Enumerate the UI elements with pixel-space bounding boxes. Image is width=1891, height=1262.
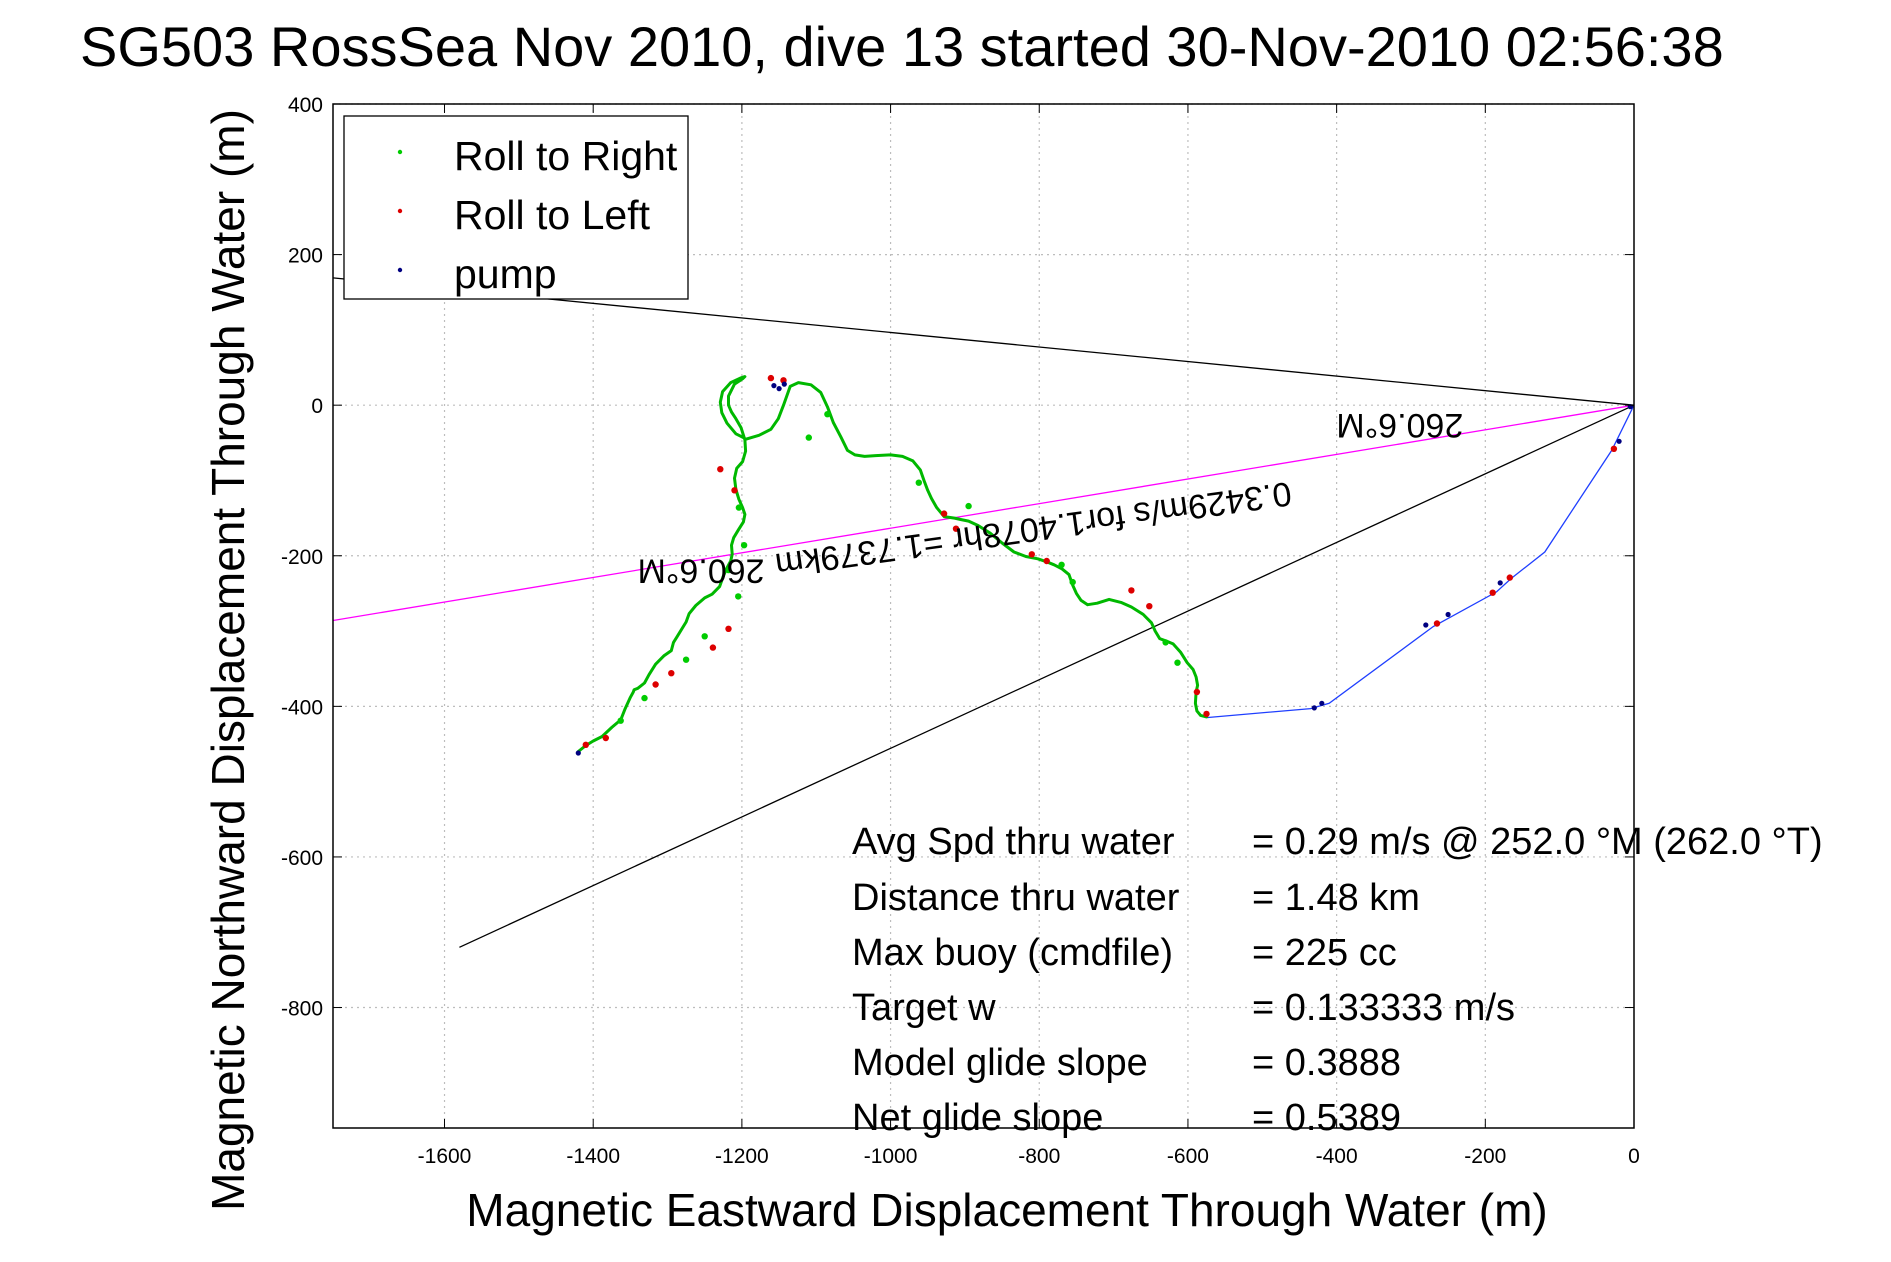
tick-marks [333, 103, 1635, 1128]
plot-annotation: 260.6°M [637, 552, 764, 590]
y-tick-label: 200 [288, 245, 323, 268]
data-point-roll-to-left [709, 644, 717, 651]
data-point-roll-to-left [602, 734, 609, 742]
y-tick-label: -200 [281, 546, 323, 569]
stat-value-avg-speed: = 0.29 m/s @ 252.0 °M (262.0 °T) [1252, 821, 1823, 863]
data-point-roll-to-left [1193, 688, 1201, 696]
series-line-bound-lower [459, 404, 1634, 948]
data-point-roll-to-left [1128, 587, 1135, 594]
y-tick-labels: 400 200 0 -200 -400 -600 -800 [281, 94, 323, 1021]
data-point-roll-to-left [1506, 574, 1514, 581]
data-point-roll-to-left [731, 487, 738, 494]
stat-label-net-glide: Net glide slope [852, 1097, 1103, 1139]
legend-label-pump: pump [454, 251, 557, 297]
data-point-pump [1319, 700, 1325, 706]
data-point-roll-to-left [1433, 620, 1441, 627]
data-point-roll-to-right [915, 479, 922, 486]
data-point-roll-to-right [824, 411, 831, 418]
x-tick-label: -200 [1464, 1145, 1506, 1168]
x-tick-label: -1200 [715, 1145, 769, 1168]
stats-block: Avg Spd thru water = 0.29 m/s @ 252.0 °M… [852, 821, 1823, 1139]
x-axis-label: Magnetic Eastward Displacement Through W… [466, 1184, 1547, 1236]
data-point-pump [1445, 611, 1451, 618]
series-line-track [1206, 404, 1634, 719]
y-tick-label: 400 [288, 94, 323, 117]
data-point-roll-to-right [1069, 578, 1076, 586]
data-point-roll-to-right [617, 717, 624, 724]
stat-label-distance: Distance thru water [852, 877, 1180, 919]
x-tick-label: -1400 [566, 1145, 620, 1168]
data-point-roll-to-left [952, 525, 960, 532]
data-point-roll-to-right [735, 504, 743, 511]
data-point-pump [1616, 438, 1622, 444]
x-tick-label: -400 [1316, 1145, 1358, 1168]
x-tick-label: -1600 [418, 1145, 472, 1168]
data-point-roll-to-left [717, 466, 724, 473]
data-point-roll-to-right [1174, 659, 1181, 666]
data-point-pump [1497, 580, 1503, 586]
data-point-pump [781, 381, 787, 387]
plot-annotation: 260.6°M [1336, 406, 1463, 444]
data-point-roll-to-left [1028, 551, 1036, 558]
stat-value-net-glide: = 0.5389 [1252, 1097, 1401, 1139]
data-point-roll-to-right [740, 542, 748, 549]
stat-value-max-buoy: = 225 cc [1252, 932, 1397, 974]
data-point-roll-to-right [725, 566, 732, 574]
x-tick-labels: -1600 -1400 -1200 -1000 -800 -600 -400 -200 0 [418, 1145, 1640, 1168]
y-tick-label: 0 [311, 395, 323, 418]
data-point-roll-to-left [1043, 557, 1050, 565]
data-point-roll-to-left [582, 741, 589, 748]
data-point-roll-to-left [725, 625, 732, 632]
data-point-roll-to-left [1610, 445, 1618, 452]
data-point-pump [776, 386, 782, 392]
dive-track-path [576, 375, 1208, 753]
legend-marker-roll-right [397, 149, 403, 155]
data-point-roll-to-left [1489, 589, 1496, 596]
legend-marker-roll-left [397, 208, 403, 214]
y-tick-label: -600 [281, 847, 323, 870]
data-point-roll-to-right [1162, 639, 1169, 646]
data-point-roll-to-left [1146, 603, 1153, 610]
x-tick-label: 0 [1628, 1145, 1640, 1168]
data-point-pump [575, 750, 581, 756]
stat-label-model-glide: Model glide slope [852, 1042, 1148, 1084]
data-point-roll-to-right [701, 633, 708, 640]
x-tick-label: -1000 [864, 1145, 918, 1168]
data-point-pump [1423, 622, 1429, 628]
data-point-roll-to-right [805, 434, 812, 441]
data-point-pump [771, 383, 777, 389]
legend: Roll to Right Roll to Left pump [343, 115, 689, 300]
data-point-roll-to-left [767, 374, 775, 382]
stat-label-max-buoy: Max buoy (cmdfile) [852, 932, 1173, 974]
data-point-roll-to-right [682, 656, 690, 663]
stat-value-model-glide: = 0.3888 [1252, 1042, 1401, 1084]
y-axis-label: Magnetic Northward Displacement Through … [202, 109, 254, 1211]
stat-label-target-w: Target w [852, 987, 996, 1029]
data-point-roll-to-right [965, 502, 972, 510]
y-tick-label: -400 [281, 696, 323, 719]
legend-marker-pump [397, 267, 403, 273]
y-tick-label: -800 [281, 998, 323, 1021]
data-point-roll-to-left [668, 670, 675, 677]
data-point-roll-to-right [1058, 561, 1065, 568]
series-line-heading-line [333, 404, 1634, 622]
x-tick-label: -800 [1018, 1145, 1060, 1168]
data-point-roll-to-left [652, 681, 659, 688]
data-point-roll-to-left [1203, 710, 1210, 718]
legend-label-roll-right: Roll to Right [454, 133, 678, 179]
stat-value-distance: = 1.48 km [1252, 877, 1420, 919]
legend-label-roll-left: Roll to Left [454, 192, 651, 238]
data-point-roll-to-right [735, 593, 742, 600]
data-point-roll-to-left [940, 510, 948, 517]
x-tick-label: -600 [1167, 1145, 1209, 1168]
data-point-roll-to-right [641, 694, 648, 702]
chart-title: SG503 RossSea Nov 2010, dive 13 started … [80, 15, 1724, 78]
stat-label-avg-speed: Avg Spd thru water [852, 821, 1175, 863]
stat-value-target-w: = 0.133333 m/s [1252, 987, 1515, 1029]
data-point-pump [1311, 705, 1317, 711]
plot-area-frame [332, 103, 1635, 1129]
